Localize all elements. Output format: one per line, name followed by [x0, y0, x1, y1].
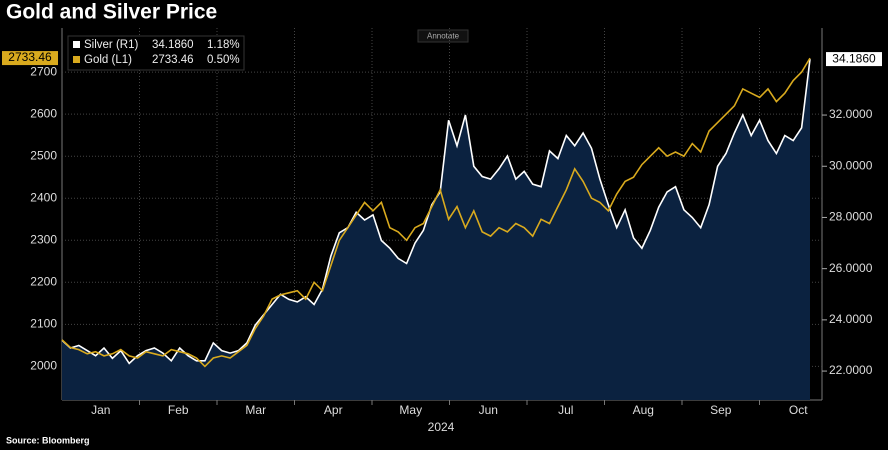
x-tick-label: Sep [710, 403, 732, 417]
last-value-badge [826, 52, 882, 67]
legend-swatch [73, 56, 80, 63]
y2-tick-label: 22.0000 [829, 363, 873, 377]
legend-box [67, 35, 245, 71]
y-tick-label: 2300 [30, 232, 57, 246]
legend-swatch [73, 41, 80, 48]
y-tick-label: 2400 [30, 190, 57, 204]
y2-tick-label: 30.0000 [829, 158, 873, 172]
y-tick-label: 2500 [30, 148, 57, 162]
x-tick-label: Mar [245, 403, 266, 417]
x-tick-label: Feb [168, 403, 189, 417]
legend-value: 2733.46 [152, 54, 194, 66]
last-value-label: 34.1860 [832, 51, 876, 65]
x-tick-label: Oct [789, 403, 808, 417]
legend-change: 1.18% [207, 39, 240, 51]
annotate-label[interactable]: Annotate [427, 32, 460, 41]
last-value-label: 2733.46 [8, 50, 52, 64]
x-tick-label: Jan [91, 403, 110, 417]
x-tick-label: Apr [324, 403, 343, 417]
legend-label: Gold (L1) [84, 54, 132, 66]
y-tick-label: 2000 [30, 359, 57, 373]
y2-tick-label: 28.0000 [829, 210, 873, 224]
x-tick-label: May [399, 403, 422, 417]
area [62, 59, 810, 400]
y2-tick-label: 32.0000 [829, 107, 873, 121]
annotate-button[interactable] [417, 29, 469, 43]
last-value-badge [2, 51, 58, 66]
legend-change: 0.50% [207, 54, 240, 66]
y-tick-label: 2100 [30, 317, 57, 331]
chart-title: Gold and Silver Price [6, 1, 217, 24]
x-tick-label: Jul [558, 403, 573, 417]
source: Source: Bloomberg [6, 435, 90, 445]
legend-value: 34.1860 [152, 39, 194, 51]
y2-tick-label: 24.0000 [829, 312, 873, 326]
y2-tick-label: 26.0000 [829, 261, 873, 275]
x-tick-label: Aug [633, 403, 654, 417]
y-tick-label: 2600 [30, 106, 57, 120]
x-axis-label: 2024 [428, 420, 455, 434]
y-tick-label: 2200 [30, 274, 57, 288]
y-tick-label: 2700 [30, 64, 57, 78]
legend-label: Silver (R1) [84, 39, 138, 51]
line [61, 57, 811, 368]
x-tick-label: Jun [479, 403, 498, 417]
